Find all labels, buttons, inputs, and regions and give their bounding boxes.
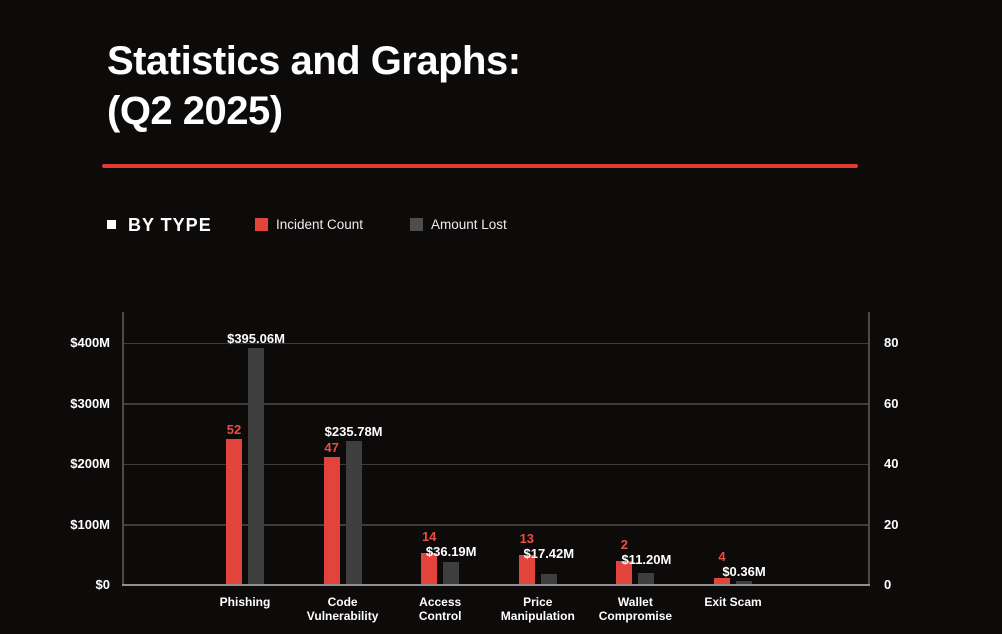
category-label-line: Phishing — [219, 595, 271, 609]
gridline — [123, 463, 869, 465]
amount-lost-label-exit-scam: $0.36M — [722, 564, 766, 579]
amount-bar-wallet-compromise — [638, 573, 655, 584]
amount-lost-swatch-icon — [410, 218, 423, 231]
incident-bar-code-vulnerability — [323, 457, 340, 584]
left-axis-tick: $0 — [95, 577, 110, 592]
left-axis-tick: $400M — [70, 335, 110, 350]
gridline — [123, 342, 869, 344]
incident-bar-phishing — [226, 439, 242, 584]
y-axis-right — [868, 312, 870, 584]
category-label-line: Control — [418, 609, 462, 623]
right-axis-tick: 80 — [884, 335, 899, 350]
amount-lost-label-wallet-compromise: $11.20M — [621, 552, 672, 567]
right-axis-tick: 40 — [884, 456, 899, 471]
incident-bar-exit-scam — [714, 578, 730, 584]
incident-bar-wallet-compromise — [616, 561, 633, 584]
incident-count-label-price-manipulation: 13 — [519, 531, 535, 546]
legend-item-incident-count[interactable]: Incident Count — [255, 217, 363, 232]
category-label-line: Vulnerability — [306, 609, 379, 623]
section-label: BY TYPE — [128, 215, 212, 235]
amount-lost-label-code-vulnerability: $235.78M — [324, 424, 383, 439]
x-axis-line — [122, 584, 870, 586]
right-axis-tick: 0 — [884, 577, 892, 592]
category-label-wallet-compromise: Wallet Compromise — [599, 595, 672, 623]
category-label-line: Code — [327, 595, 358, 609]
right-axis-tick: 60 — [884, 395, 899, 411]
gridline — [123, 403, 869, 405]
incident-count-swatch-icon — [255, 218, 268, 231]
category-label-line: Wallet — [617, 595, 653, 609]
amount-bar-price-manipulation — [540, 574, 557, 584]
section-bullet-icon — [107, 220, 116, 229]
category-label-line: Manipulation — [500, 609, 575, 623]
legend-label-amount-lost: Amount Lost — [431, 217, 507, 232]
right-axis-tick: 20 — [884, 516, 899, 532]
page-title: Statistics and Graphs: (Q2 2025) — [107, 36, 521, 136]
incident-count-label-exit-scam: 4 — [718, 549, 726, 564]
legend-label-incident-count: Incident Count — [276, 217, 364, 232]
category-label-exit-scam: Exit Scam — [704, 595, 761, 609]
category-label-access-control: Access Control — [419, 595, 462, 623]
incident-count-label-code-vulnerability: 47 — [324, 440, 339, 455]
title-divider — [102, 164, 858, 168]
page-title-line2: (Q2 2025) — [107, 89, 283, 133]
y-axis-left — [122, 312, 124, 584]
amount-lost-label-price-manipulation: $17.42M — [523, 546, 575, 561]
amount-bar-exit-scam — [736, 581, 752, 584]
category-label-line: Access — [419, 595, 462, 609]
amount-lost-label-access-control: $36.19M — [425, 544, 477, 559]
category-label-code-vulnerability: Code Vulnerability — [307, 595, 379, 623]
category-label-price-manipulation: Price Manipulation — [501, 595, 575, 623]
category-label-line: Compromise — [598, 609, 673, 623]
incident-bar-price-manipulation — [518, 555, 535, 584]
category-label-phishing: Phishing — [220, 595, 271, 609]
amount-bar-access-control — [443, 562, 460, 584]
amount-bar-phishing — [248, 348, 264, 584]
left-axis-tick: $200M — [70, 456, 110, 471]
incident-count-label-wallet-compromise: 2 — [620, 537, 629, 552]
incident-count-label-phishing: 52 — [226, 422, 242, 437]
category-label-line: Price — [523, 595, 553, 609]
legend-item-amount-lost[interactable]: Amount Lost — [410, 217, 507, 232]
amount-lost-label-phishing: $395.06M — [227, 331, 285, 346]
amount-bar-code-vulnerability — [345, 441, 362, 584]
left-axis-tick: $100M — [70, 516, 110, 532]
category-label-line: Exit Scam — [704, 595, 762, 609]
page-title-line1: Statistics and Graphs: — [107, 39, 521, 83]
incident-bar-access-control — [421, 553, 438, 584]
gridline — [123, 524, 869, 526]
left-axis-tick: $300M — [70, 395, 110, 411]
incident-count-label-access-control: 14 — [421, 529, 437, 544]
